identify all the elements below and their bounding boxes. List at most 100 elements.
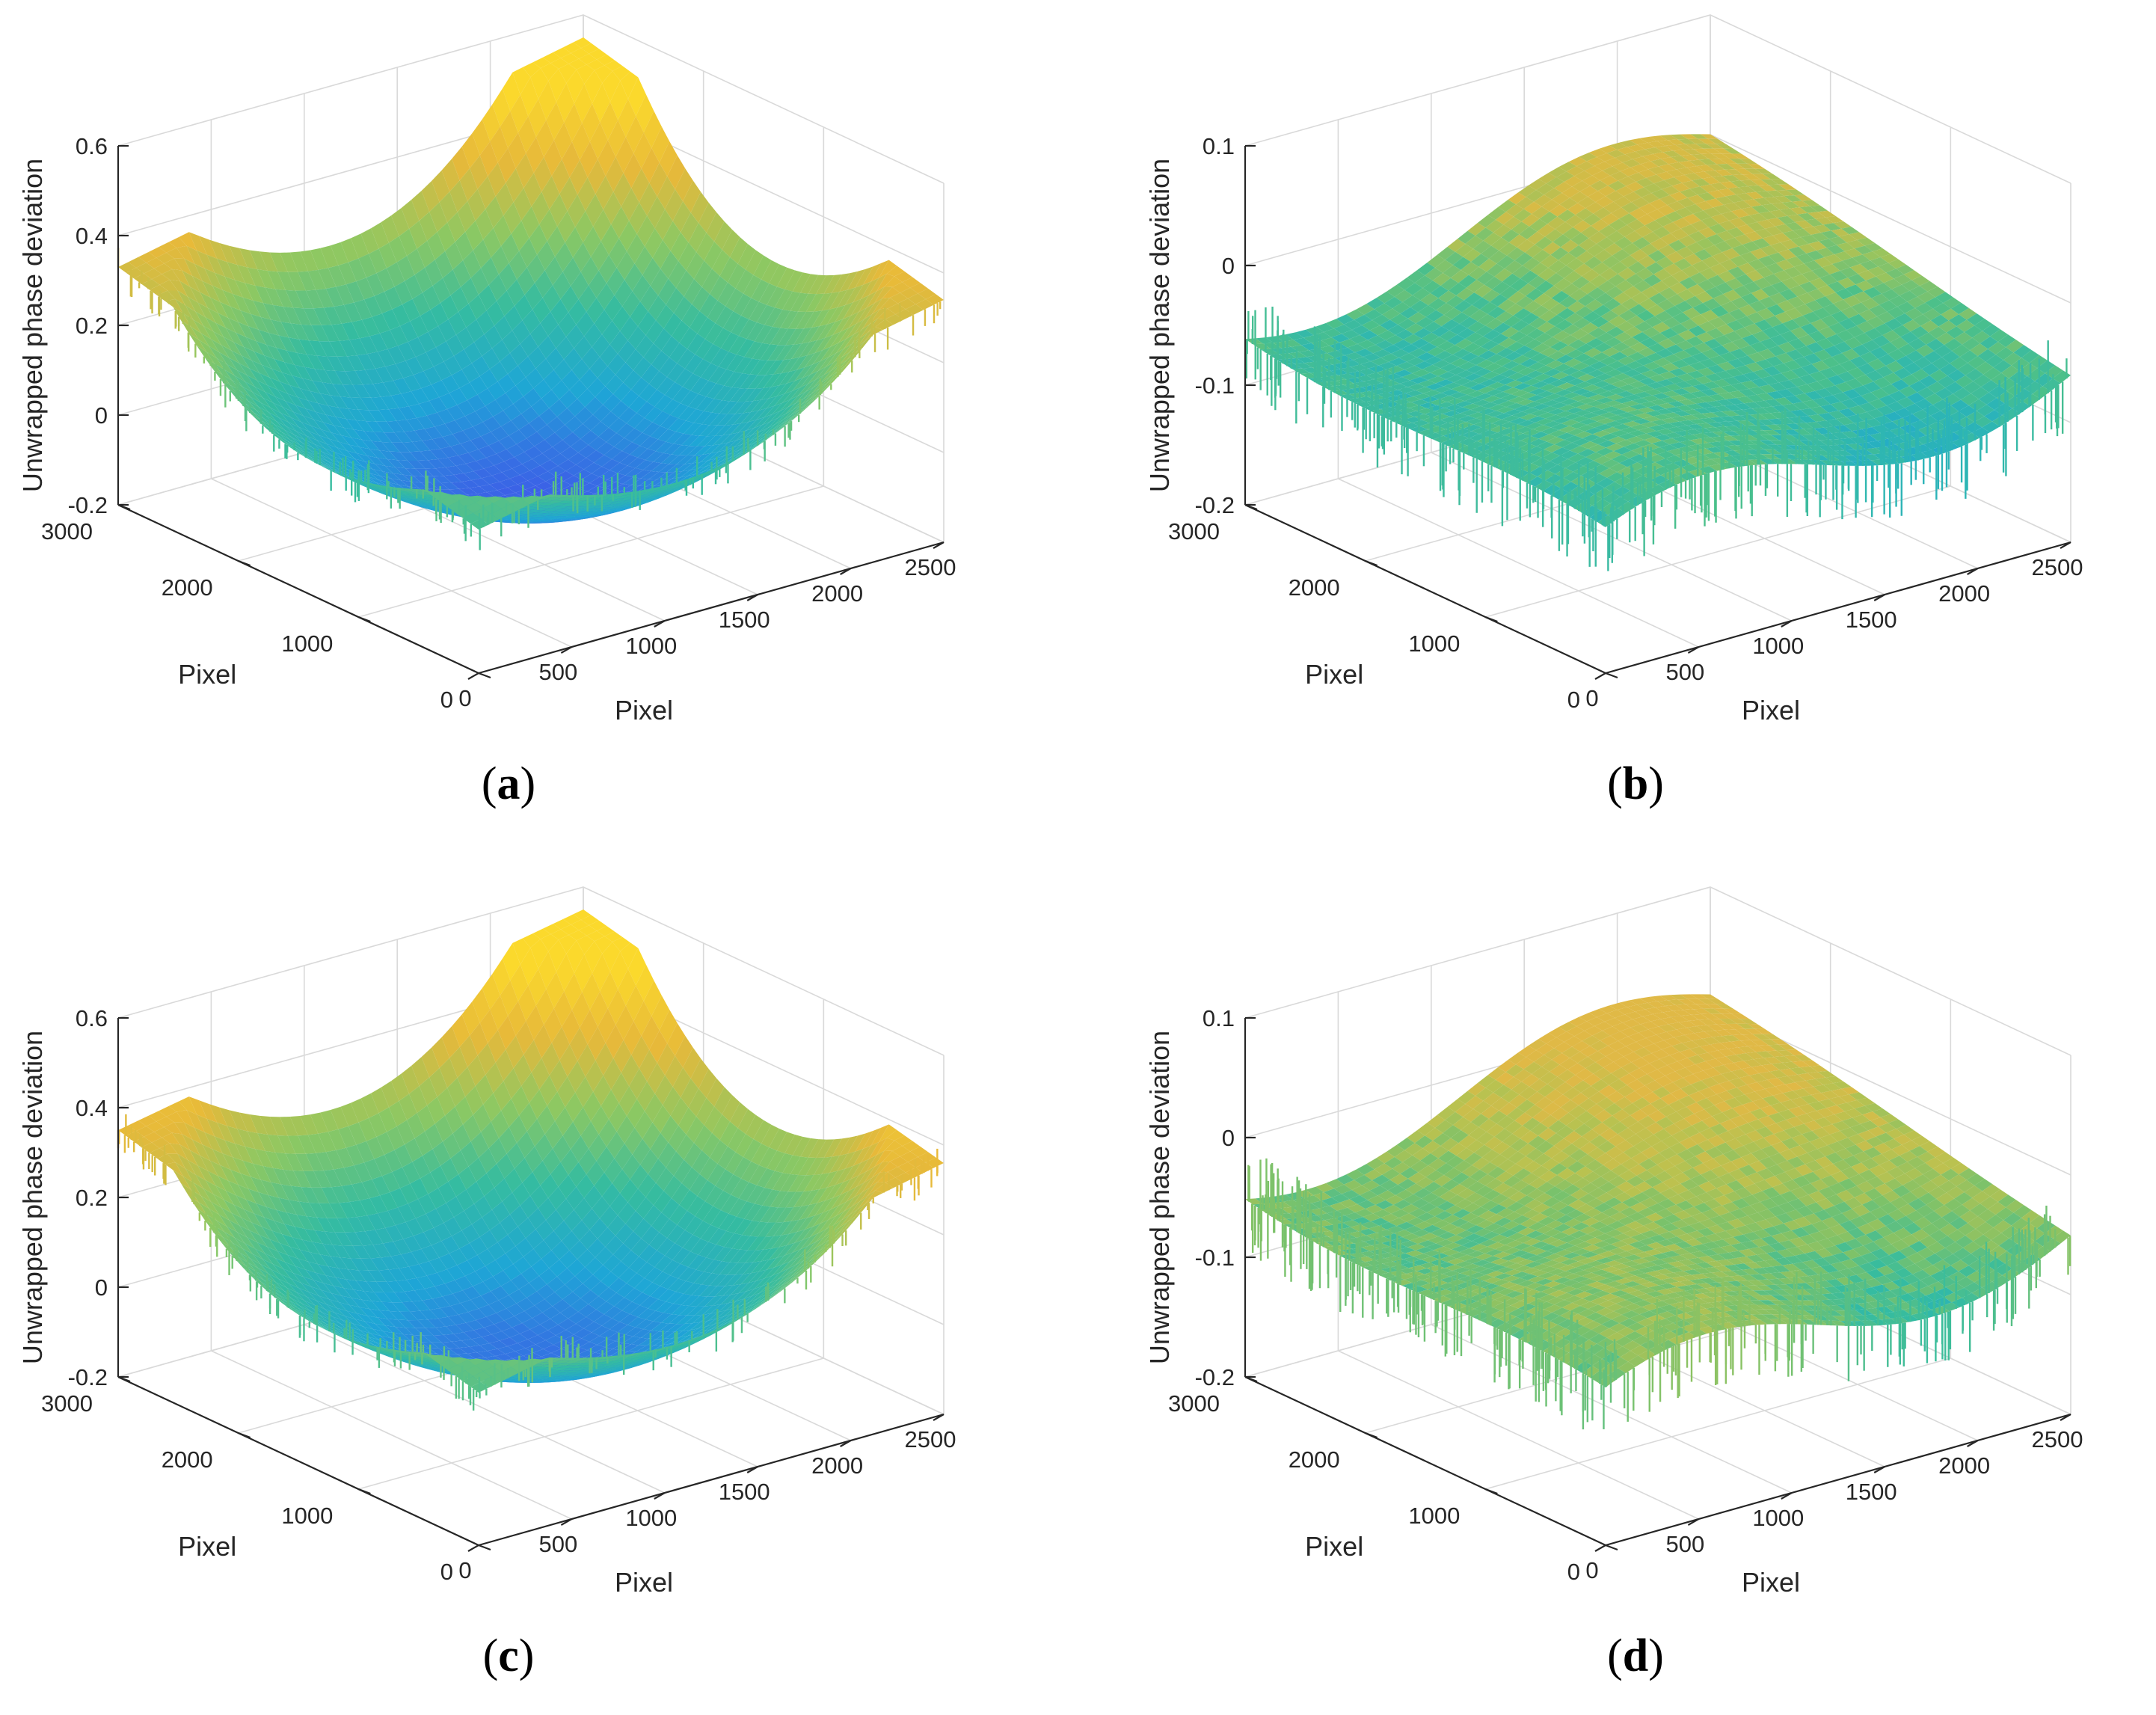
panel-a-surface-patch — [558, 312, 577, 337]
panel-a-surface-patch — [866, 286, 885, 308]
panel-a-surface-patch — [448, 311, 467, 335]
panel-a-surface-patch — [271, 369, 290, 385]
panel-a-surface-patch — [433, 361, 452, 381]
panel-a-surface-patch — [352, 384, 371, 398]
panel-a-surface-patch — [200, 292, 218, 313]
panel-a-surface-patch — [851, 324, 870, 344]
panel-a-surface-patch — [609, 462, 628, 473]
panel-a-surface-patch — [667, 155, 686, 190]
panel-a-surface-patch — [730, 237, 749, 264]
panel-a-surface-patch — [654, 478, 672, 486]
panel-a-surface-patch — [600, 102, 618, 141]
panel-a-surface-patch — [604, 295, 623, 321]
panel-a-surface-patch — [531, 191, 550, 224]
panel-a-surface-patch — [476, 310, 494, 334]
panel-a-surface-patch — [226, 328, 244, 347]
panel-a-surface-patch — [502, 468, 520, 479]
panel-a-surface-patch — [316, 411, 334, 426]
panel-a-surface-patch — [803, 310, 822, 329]
panel-a-surface-patch — [623, 370, 642, 390]
panel-a-surface-patch — [219, 242, 238, 266]
panel-a-surface-patch — [553, 481, 572, 491]
panel-a-surface-patch — [491, 472, 510, 482]
panel-a-surface-patch — [446, 513, 465, 518]
panel-a-surface-patch — [804, 393, 823, 409]
panel-a-surface-patch — [401, 391, 420, 407]
panel-a-surface-patch — [292, 411, 311, 426]
panel-a-surface-patch — [722, 311, 741, 333]
panel-a-surface-patch — [376, 268, 395, 292]
panel-a-surface-patch — [763, 373, 781, 388]
panel-a-surface-patch — [209, 346, 227, 365]
panel-a-surface-patch — [515, 295, 533, 321]
panel-a-surface-patch — [321, 325, 340, 342]
panel-a-surface-patch — [797, 379, 816, 396]
panel-a-surface-patch — [500, 479, 518, 488]
panel-a-surface-patch — [403, 375, 422, 392]
panel-a-surface-patch — [206, 352, 225, 370]
panel-a-surface-patch — [485, 399, 503, 417]
panel-a-surface-patch — [594, 455, 612, 467]
panel-a-surface-patch — [562, 42, 581, 53]
panel-a-surface-patch — [762, 326, 781, 345]
panel-a-surface-patch — [788, 404, 807, 420]
panel-a-surface-patch — [706, 383, 725, 399]
panel-a-surface-patch — [707, 300, 725, 323]
panel-a-y-tick-label: 0 — [440, 687, 453, 713]
panel-a-surface-patch — [598, 427, 617, 443]
panel-a-surface-patch — [314, 444, 333, 456]
panel-a-surface-patch — [343, 302, 362, 322]
panel-a-surface-patch — [615, 504, 634, 510]
panel-a-surface-patch — [751, 279, 770, 302]
panel-a-surface-patch — [623, 153, 642, 188]
panel-a-surface-patch — [473, 334, 492, 357]
panel-a-surface-patch — [460, 440, 479, 453]
panel-a-surface-patch — [775, 409, 793, 424]
panel-a-surface-patch — [596, 54, 615, 66]
panel-a-surface-patch — [614, 438, 633, 452]
panel-a-surface-patch — [555, 242, 574, 272]
panel-a-surface-patch — [298, 397, 316, 412]
panel-a-surface-patch — [841, 312, 859, 332]
panel-a-surface-patch — [675, 463, 692, 472]
panel-a-surface-patch — [617, 340, 636, 363]
panel-a-surface-patch — [606, 506, 624, 512]
panel-a-surface-patch — [728, 263, 746, 289]
panel-a-surface-patch — [277, 389, 295, 405]
panel-a-surface-patch — [562, 432, 581, 447]
panel-a-surface-patch — [653, 452, 672, 464]
panel-a-surface-patch — [509, 429, 527, 444]
panel-a-surface-patch — [823, 331, 841, 351]
panel-a-z-tick-label: 0.2 — [76, 313, 108, 339]
panel-a-surface-patch — [591, 241, 609, 271]
panel-a-surface-patch — [550, 453, 568, 466]
panel-a-surface-patch — [543, 369, 562, 390]
panel-a-surface-patch — [370, 473, 389, 483]
panel-a-surface-patch — [559, 520, 577, 523]
panel-a-surface-patch — [548, 324, 566, 349]
panel-a-surface-patch — [725, 454, 744, 466]
panel-a-surface-patch — [805, 293, 824, 313]
panel-a-surface-patch — [325, 414, 344, 428]
panel-a-surface-patch — [310, 248, 328, 270]
panel-a-surface-patch — [425, 260, 443, 286]
panel-a-surface-patch — [674, 296, 692, 321]
panel-a-surface-patch — [428, 458, 446, 469]
panel-a-surface-patch — [638, 311, 656, 336]
panel-a-surface-patch — [282, 372, 301, 389]
panel-a-surface-patch — [547, 465, 566, 477]
panel-a-surface-patch — [657, 376, 675, 395]
panel-a-surface-patch — [740, 410, 759, 424]
panel-a-surface-patch — [345, 418, 364, 432]
panel-a-surface-patch — [357, 354, 375, 370]
panel-a-surface-patch — [608, 417, 627, 434]
panel-a-caption-letter: a — [497, 758, 520, 809]
panel-a-surface-patch — [778, 328, 796, 346]
panel-a-surface-patch — [159, 280, 178, 291]
panel-a-surface-patch — [481, 257, 500, 286]
panel-a-surface-patch — [705, 455, 724, 467]
panel-a-surface-patch — [707, 425, 725, 437]
panel-a-surface-patch — [307, 269, 326, 290]
panel-a-surface-patch — [393, 378, 411, 394]
panel-a-surface-patch — [162, 269, 180, 281]
